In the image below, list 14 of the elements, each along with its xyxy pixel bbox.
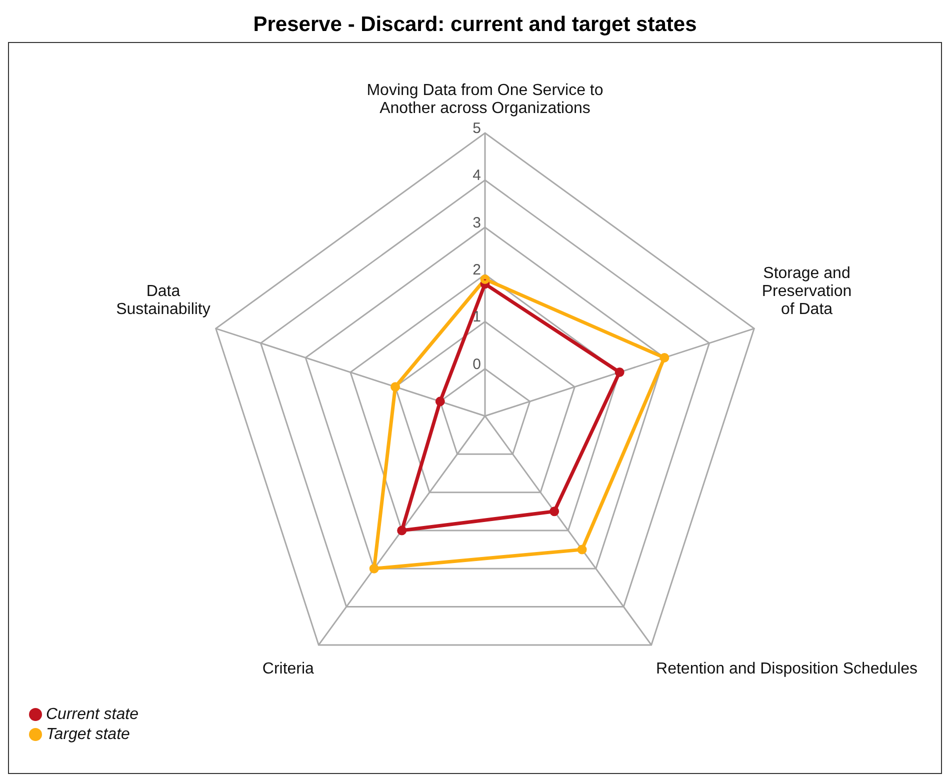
y-tick-label: 4 bbox=[472, 167, 481, 184]
spoke-label: Criteria bbox=[262, 660, 314, 678]
spoke-label: Moving Data from One Service to Another across Organizations bbox=[366, 82, 604, 117]
y-tick-label: 0 bbox=[472, 356, 481, 373]
y-tick-label: 1 bbox=[472, 308, 481, 326]
y-tick-label: 5 bbox=[472, 120, 481, 137]
spoke-label: Data Sustainability bbox=[116, 283, 210, 318]
legend-label: Target state bbox=[46, 726, 130, 743]
spoke-label: Storage and Preservation of Data bbox=[762, 265, 852, 318]
legend-label: Current state bbox=[46, 706, 138, 723]
spoke-label: Retention and Disposition Schedules bbox=[656, 660, 918, 678]
y-tick-label: 2 bbox=[472, 262, 481, 278]
y-tick-label: 3 bbox=[472, 214, 481, 232]
chart-title: Preserve - Discard: current and target states bbox=[252, 12, 698, 38]
